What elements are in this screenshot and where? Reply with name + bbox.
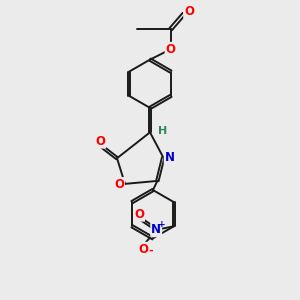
Text: H: H [158, 126, 167, 136]
Text: O: O [114, 178, 124, 191]
Text: N: N [165, 151, 175, 164]
Text: -: - [148, 245, 153, 255]
Text: O: O [166, 43, 176, 56]
Text: O: O [95, 135, 105, 148]
Text: +: + [158, 220, 165, 229]
Text: O: O [138, 243, 148, 256]
Text: O: O [134, 208, 144, 221]
Text: O: O [184, 5, 194, 18]
Text: N: N [151, 223, 161, 236]
